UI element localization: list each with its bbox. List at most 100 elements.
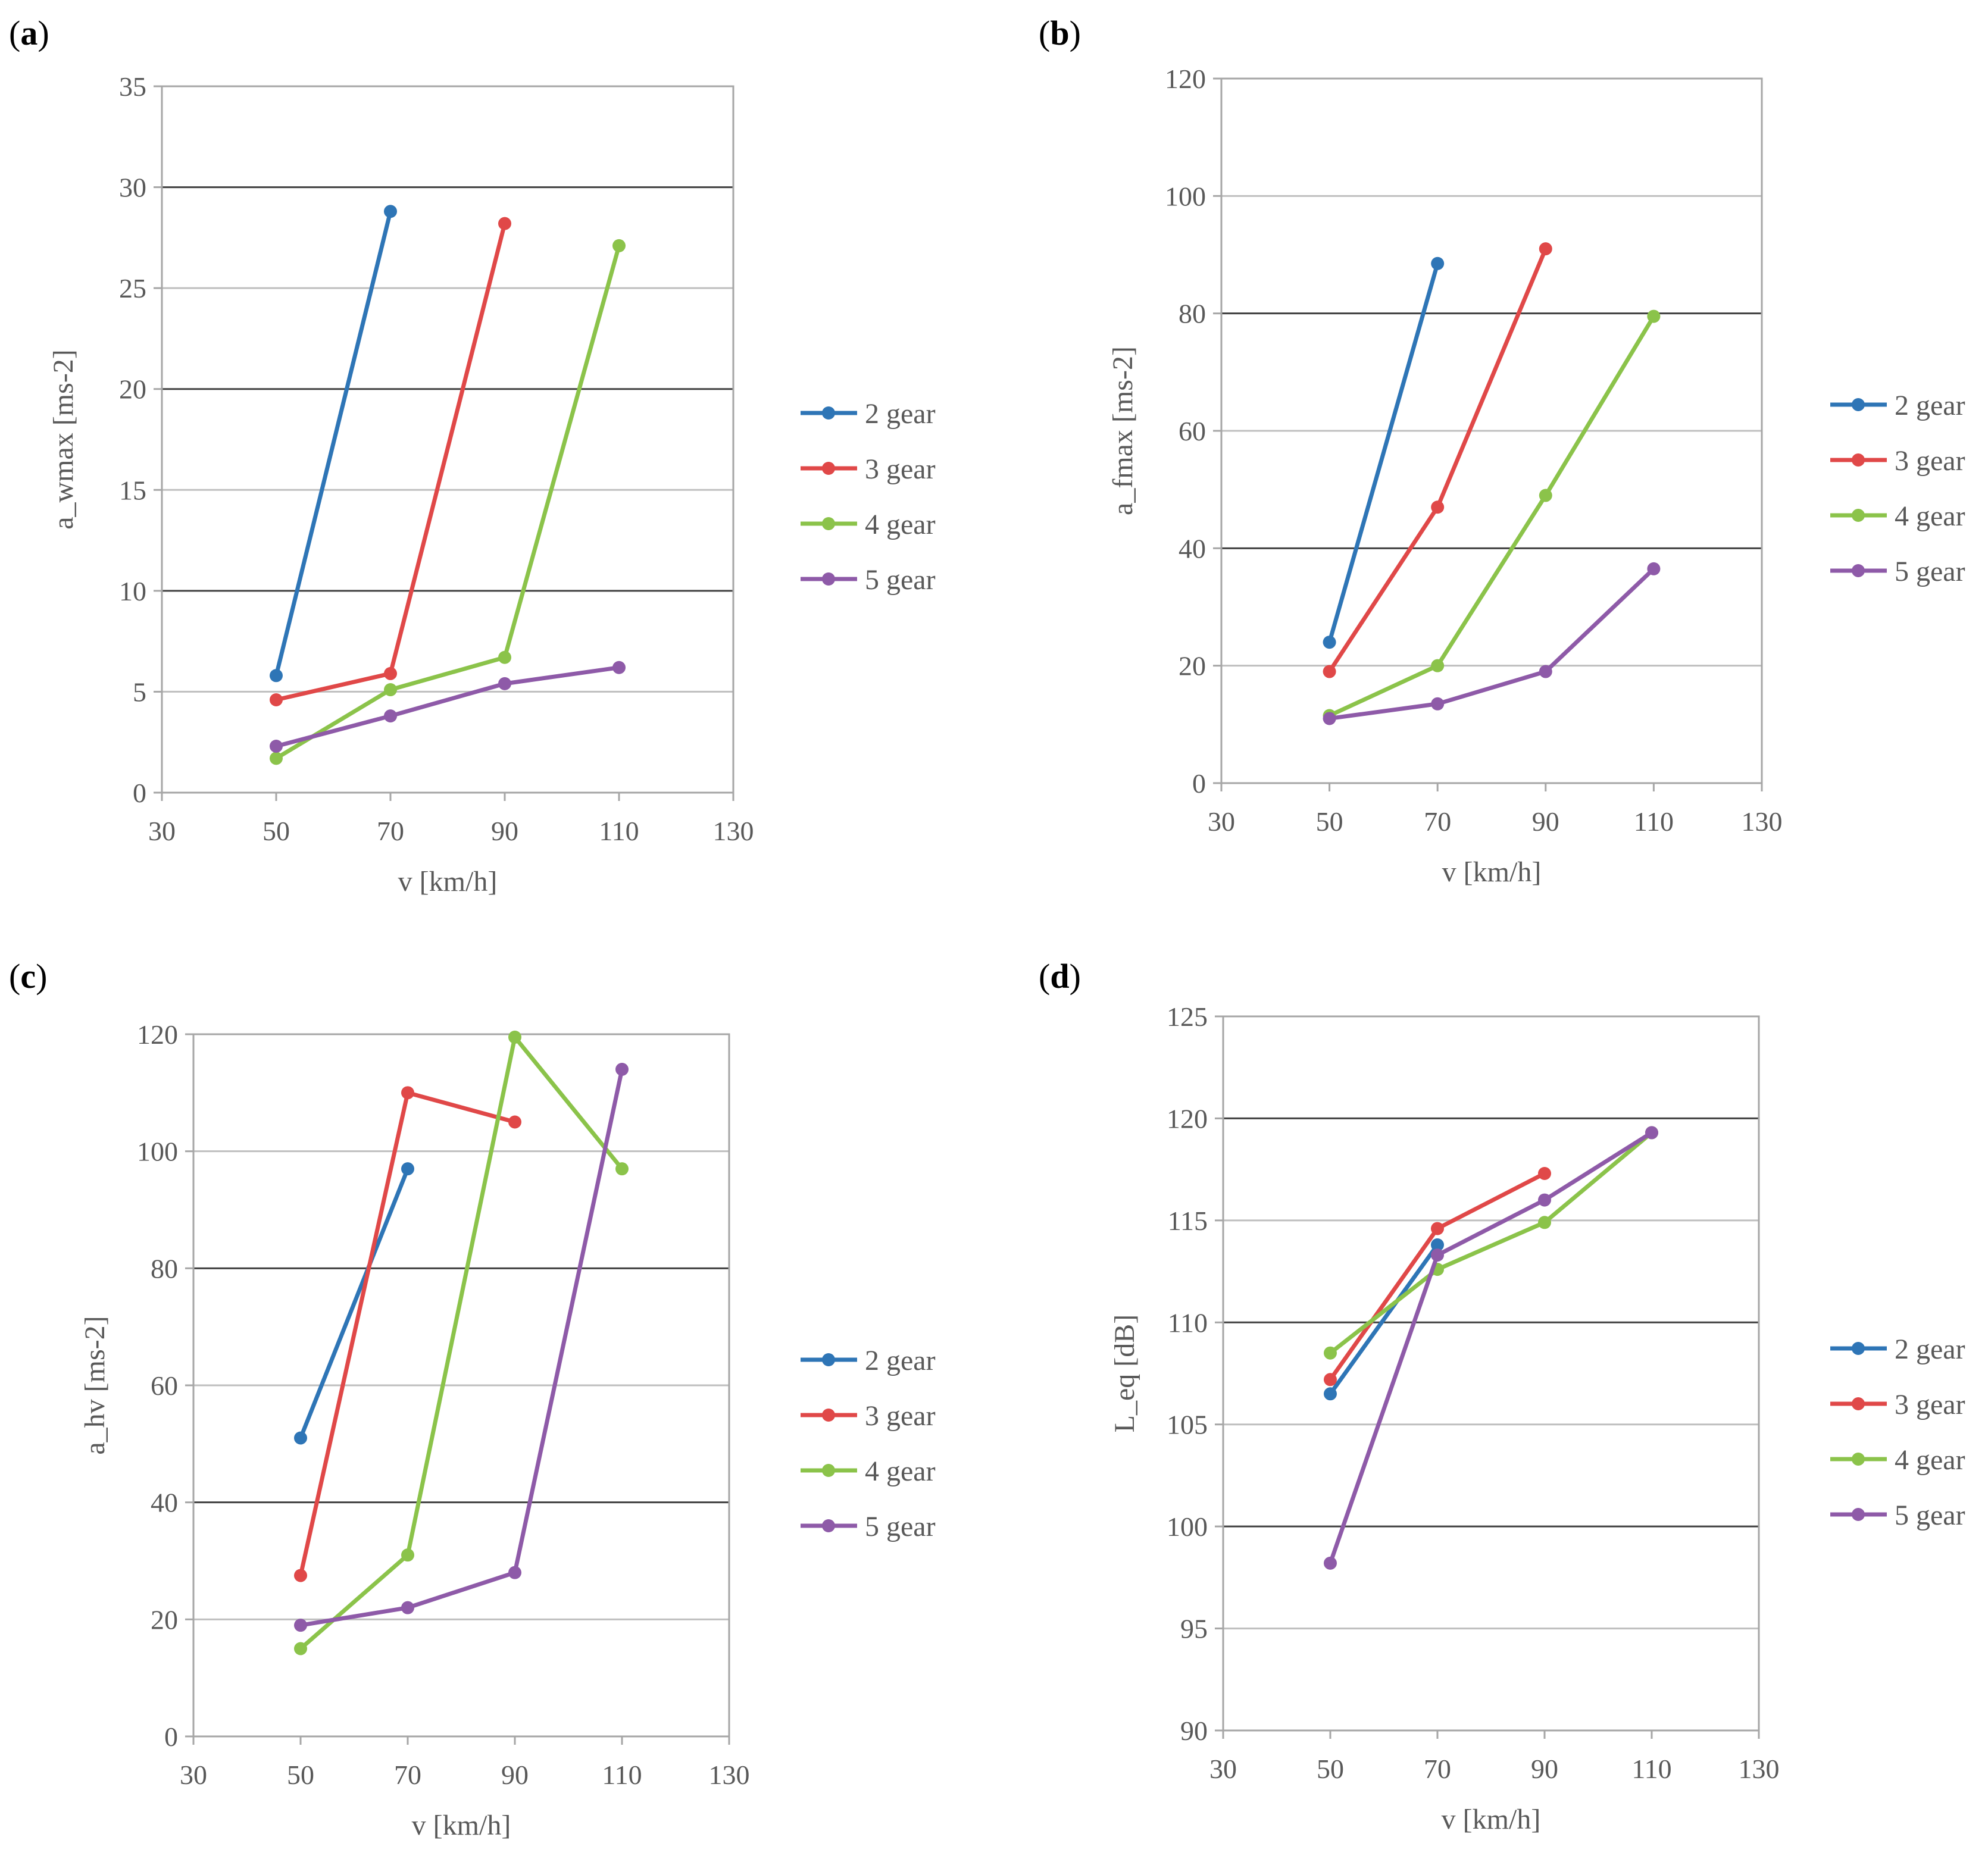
- x-tick-label: 130: [709, 1760, 750, 1790]
- data-point: [498, 677, 511, 690]
- x-tick-label: 90: [491, 816, 518, 846]
- data-point: [384, 683, 397, 697]
- x-tick-label: 30: [148, 816, 176, 846]
- data-point: [1431, 1222, 1444, 1235]
- data-point: [1647, 309, 1661, 323]
- x-axis-title: v [km/h]: [398, 866, 498, 897]
- y-tick-label: 120: [1165, 64, 1206, 94]
- panel-label-letter: d: [1050, 957, 1069, 996]
- panel-label-open: (: [9, 957, 20, 996]
- series-line-5-gear: [276, 665, 620, 749]
- x-tick-label: 70: [1424, 806, 1451, 837]
- series-line-4-gear: [299, 1035, 624, 1651]
- data-point: [1323, 636, 1336, 649]
- data-point: [1431, 256, 1445, 270]
- data-point: [1538, 1216, 1551, 1229]
- y-axis-title: L_eq [dB]: [1109, 1315, 1140, 1433]
- legend-marker: [1852, 453, 1865, 467]
- series-line-4-gear: [275, 245, 621, 760]
- y-tick-label: 40: [1179, 533, 1206, 564]
- y-tick-label: 20: [151, 1604, 178, 1635]
- y-tick-label: 20: [119, 374, 146, 405]
- panel-label: (a): [9, 14, 49, 52]
- chart-panel-c: (c) 0 20 40 60 80 100 120 30 50 70 90 110 130 v [km/h]…: [9, 957, 936, 1841]
- x-tick-label: 30: [1209, 1754, 1237, 1784]
- x-tick-label: 50: [1317, 1754, 1344, 1784]
- x-tick-label: 130: [1739, 1754, 1780, 1784]
- data-point: [294, 1569, 307, 1582]
- legend-label: 3 gear: [1895, 445, 1965, 477]
- legend-marker: [1852, 1508, 1865, 1521]
- x-tick-label: 90: [1531, 1754, 1558, 1784]
- data-point: [294, 1619, 307, 1632]
- legend-marker: [1852, 1342, 1865, 1355]
- data-point: [384, 709, 397, 723]
- y-tick-label: 15: [119, 475, 146, 505]
- x-tick-label: 50: [287, 1760, 314, 1790]
- legend-marker: [1852, 509, 1865, 522]
- data-point: [270, 752, 283, 765]
- legend-label: 2 gear: [865, 398, 936, 430]
- data-point: [1645, 1126, 1658, 1140]
- x-tick-label: 110: [599, 816, 639, 846]
- y-tick-label: 105: [1167, 1410, 1208, 1440]
- data-point: [401, 1548, 414, 1562]
- series-line-5-gear: [1328, 1131, 1653, 1564]
- data-point: [1539, 242, 1552, 256]
- legend-label: 3 gear: [865, 1400, 936, 1432]
- chart-panel-a: (a) 0 5 10 15 20 25 30 35 30 50 70 90 110 130 v [km/h] a…: [9, 14, 936, 897]
- y-tick-label: 100: [137, 1137, 178, 1167]
- data-point: [1324, 1387, 1337, 1401]
- y-tick-label: 10: [119, 576, 146, 606]
- data-point: [1323, 712, 1336, 725]
- data-point: [612, 239, 626, 252]
- series-line-5-gear: [300, 1069, 624, 1628]
- legend-label: 4 gear: [1895, 500, 1965, 532]
- panel-label-open: (: [9, 14, 20, 52]
- x-tick-label: 30: [180, 1760, 207, 1790]
- data-point: [508, 1030, 521, 1044]
- legend-marker: [1852, 398, 1865, 411]
- y-axis-title: a_fmax [ms-2]: [1107, 346, 1139, 515]
- chart-panel-b: (b) 0 20 40 60 80 100 120 30 50 70 90 110 130 v [km/h]…: [1039, 14, 1965, 888]
- data-point: [498, 217, 511, 230]
- series-line-2-gear: [1327, 262, 1440, 643]
- legend-label: 3 gear: [1895, 1389, 1965, 1420]
- y-tick-label: 100: [1165, 181, 1206, 211]
- data-point: [1431, 500, 1445, 514]
- panel-label: (c): [9, 957, 47, 996]
- x-tick-label: 90: [501, 1760, 529, 1790]
- data-point: [1431, 1248, 1444, 1262]
- y-tick-label: 35: [119, 71, 146, 102]
- data-point: [401, 1162, 414, 1176]
- x-axis-title: v [km/h]: [1442, 856, 1542, 888]
- data-point: [1431, 1238, 1444, 1251]
- x-tick-label: 70: [377, 816, 404, 846]
- x-tick-label: 110: [1634, 806, 1674, 837]
- data-point: [498, 650, 511, 664]
- y-tick-label: 0: [1192, 768, 1206, 799]
- y-tick-label: 120: [1167, 1103, 1208, 1134]
- panel-label-open: (: [1039, 14, 1050, 52]
- chart-panel-d: (d) 90 95 100 105 110 115 120 125 30 50 70 90 110 130 v…: [1039, 957, 1965, 1835]
- data-point: [1323, 665, 1336, 678]
- data-point: [1538, 1167, 1551, 1180]
- x-axis-title: v [km/h]: [412, 1810, 511, 1841]
- y-axis-title: a_wmax [ms-2]: [48, 349, 79, 530]
- y-tick-label: 80: [1179, 299, 1206, 329]
- series-line-2-gear: [298, 1168, 410, 1439]
- x-tick-label: 70: [1424, 1754, 1451, 1784]
- series-line-3-gear: [1327, 248, 1548, 673]
- panel-label-close: ): [37, 14, 49, 52]
- panel-label: (b): [1039, 14, 1081, 52]
- data-point: [1539, 489, 1552, 502]
- data-point: [508, 1115, 521, 1129]
- data-point: [384, 666, 397, 680]
- panel-label-open: (: [1039, 957, 1050, 996]
- x-tick-label: 130: [1742, 806, 1783, 837]
- legend-marker: [1852, 1397, 1865, 1410]
- data-point: [615, 1162, 629, 1176]
- data-point: [1324, 1346, 1337, 1360]
- legend-label: 2 gear: [1895, 390, 1965, 421]
